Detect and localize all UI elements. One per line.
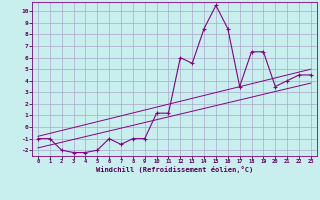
- X-axis label: Windchill (Refroidissement éolien,°C): Windchill (Refroidissement éolien,°C): [96, 166, 253, 173]
